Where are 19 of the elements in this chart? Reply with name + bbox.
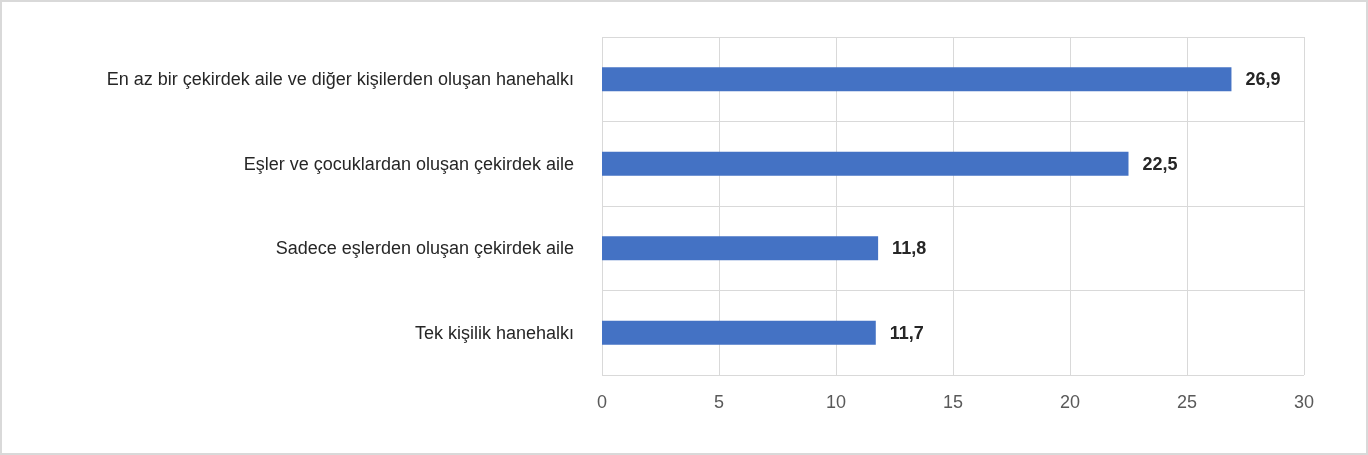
y-tick-label: En az bir çekirdek aile ve diğer kişilerden oluşan hanehalkı xyxy=(106,69,574,90)
y-tick-label: Tek kişilik hanehalkı xyxy=(414,322,574,343)
bar xyxy=(602,151,1129,176)
y-tick-label: Eşler ve çocuklardan oluşan çekirdek aile xyxy=(243,153,574,174)
bar xyxy=(602,236,879,261)
bar xyxy=(602,320,876,345)
x-tick-label: 10 xyxy=(825,392,847,412)
data-label: 22,5 xyxy=(1142,153,1178,174)
data-label: 11,7 xyxy=(889,322,924,343)
bar xyxy=(602,67,1232,92)
x-tick-label: 20 xyxy=(1059,392,1081,412)
x-tick-label: 15 xyxy=(942,392,964,412)
data-label: 26,9 xyxy=(1245,69,1281,90)
x-tick-label: 5 xyxy=(713,392,725,412)
data-label: 11,8 xyxy=(892,238,927,259)
y-tick-label: Sadece eşlerden oluşan çekirdek aile xyxy=(275,238,574,259)
x-tick-label: 0 xyxy=(596,392,608,412)
x-tick-label: 30 xyxy=(1293,392,1315,412)
x-tick-label: 25 xyxy=(1176,392,1198,412)
